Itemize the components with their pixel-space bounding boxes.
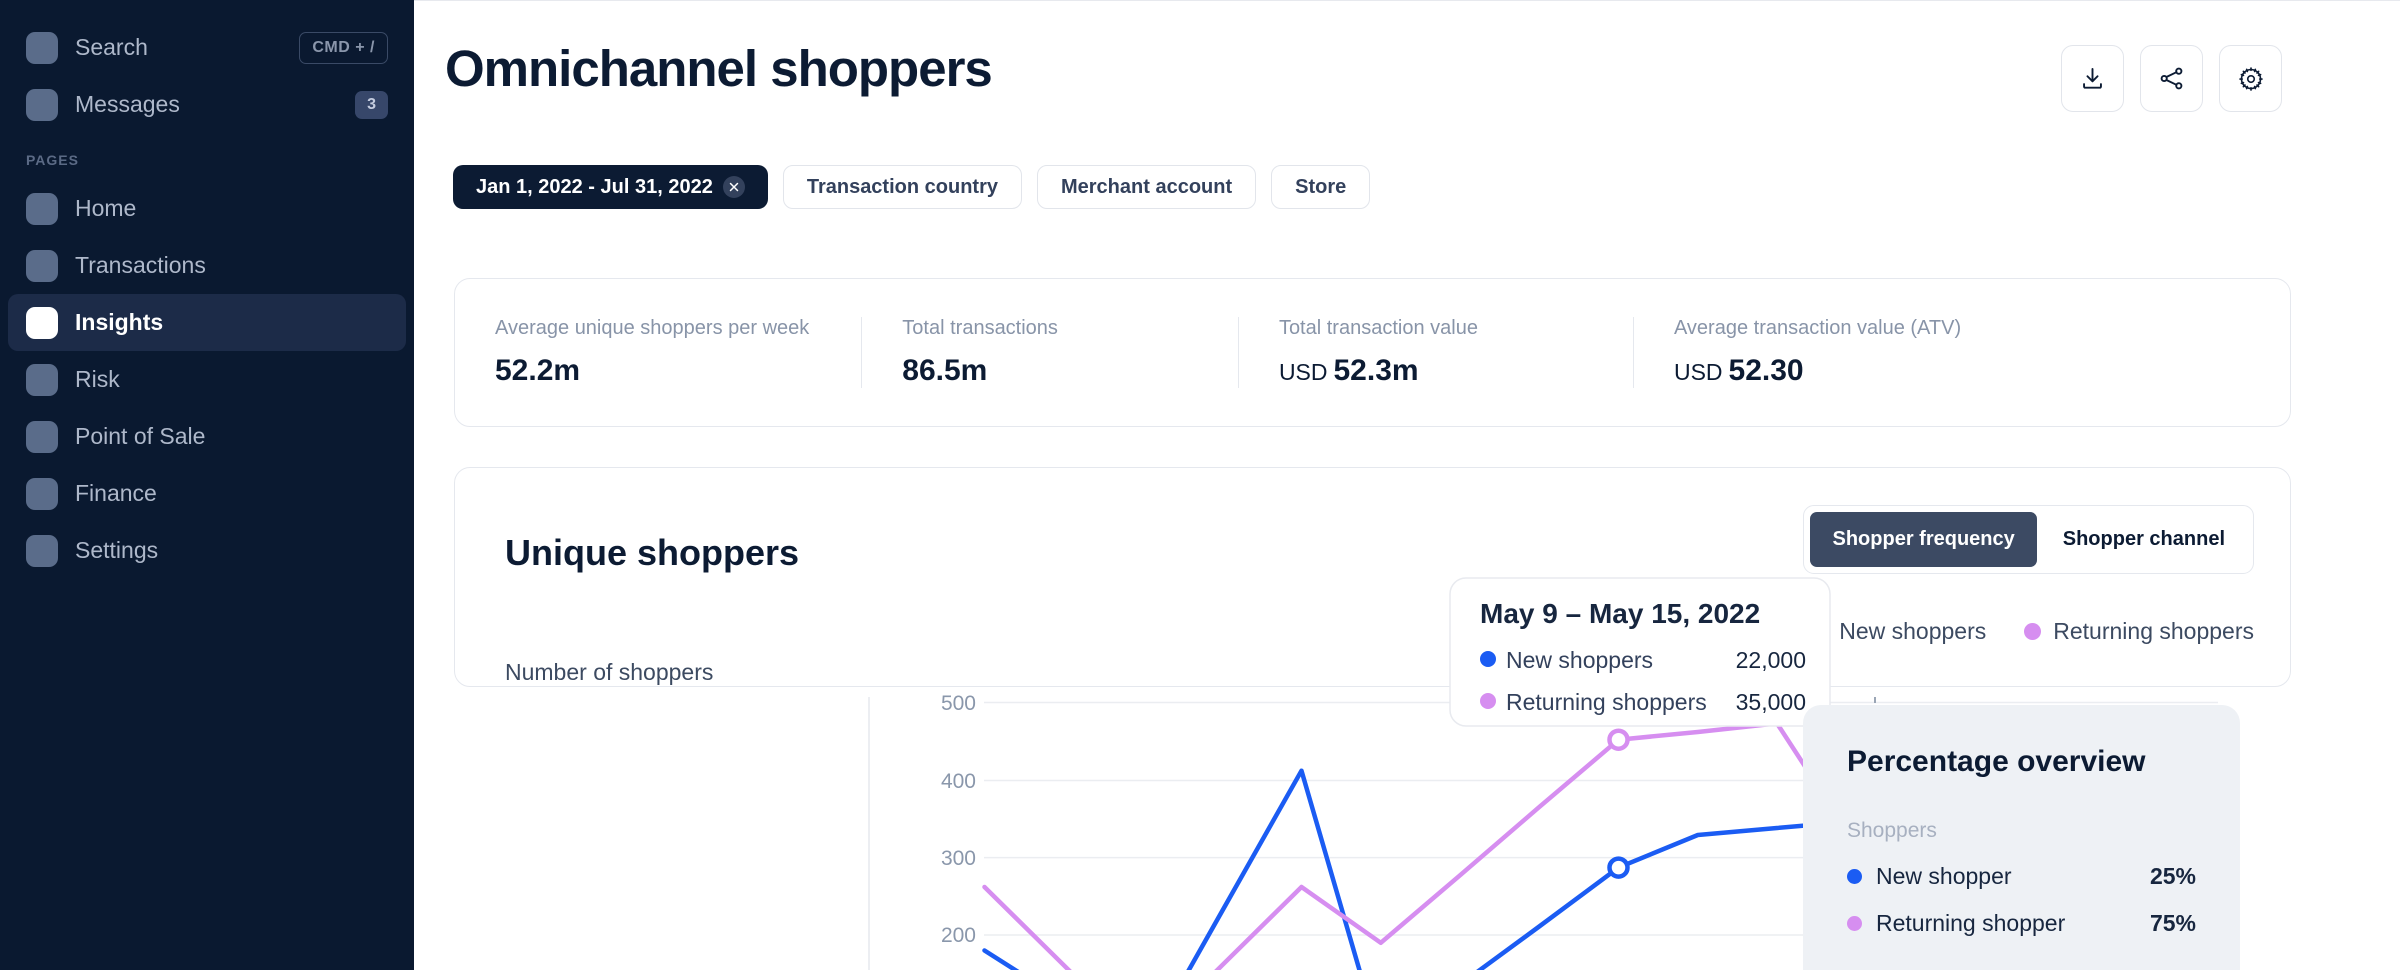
svg-text:500: 500 — [941, 692, 976, 715]
svg-text:300: 300 — [941, 847, 976, 870]
svg-text:200: 200 — [941, 924, 976, 947]
svg-text:35,000: 35,000 — [1736, 689, 1806, 715]
svg-text:400: 400 — [941, 770, 976, 793]
svg-text:Returning shoppers: Returning shoppers — [1506, 689, 1707, 715]
